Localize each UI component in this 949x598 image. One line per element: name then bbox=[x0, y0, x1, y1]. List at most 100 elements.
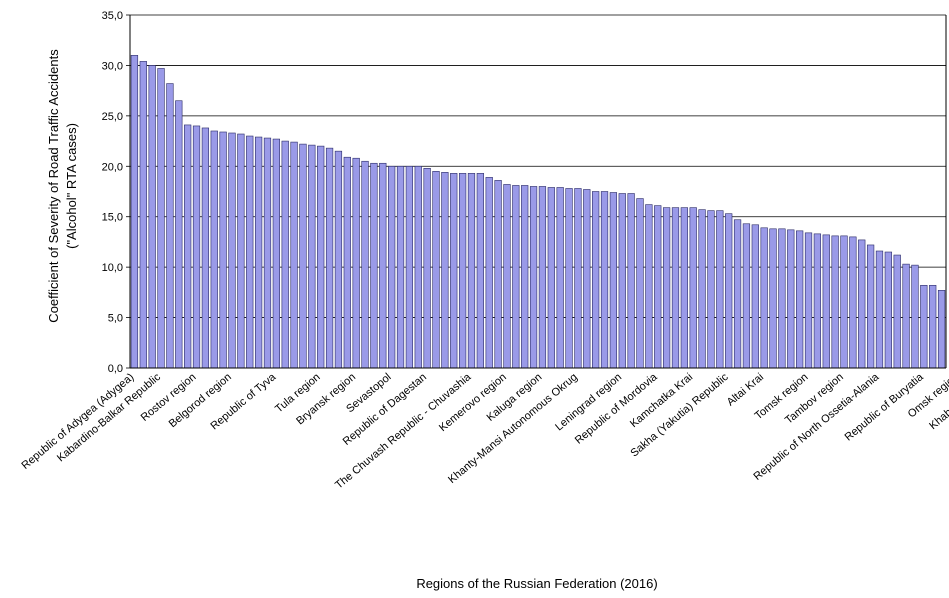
bar bbox=[698, 209, 706, 369]
bar bbox=[813, 233, 822, 369]
bar bbox=[317, 145, 325, 369]
x-category-label: Republic of Adygea (Adygea) bbox=[20, 371, 137, 472]
bar bbox=[148, 65, 156, 369]
bar bbox=[299, 143, 307, 369]
bar bbox=[751, 224, 759, 369]
bar bbox=[476, 173, 484, 369]
bar bbox=[627, 193, 635, 369]
bar bbox=[503, 184, 511, 369]
bar bbox=[645, 204, 653, 369]
bar bbox=[254, 136, 263, 369]
bar bbox=[485, 177, 493, 369]
bar bbox=[716, 210, 724, 369]
bar bbox=[246, 135, 254, 369]
bar bbox=[370, 162, 378, 369]
bar bbox=[849, 236, 857, 369]
bar bbox=[680, 207, 688, 369]
x-category-label: Altai Krai bbox=[725, 371, 766, 408]
bar bbox=[583, 189, 591, 369]
bar bbox=[565, 188, 573, 369]
x-axis-title: Regions of the Russian Federation (2016) bbox=[416, 576, 657, 591]
bar bbox=[689, 207, 697, 369]
bar bbox=[733, 219, 742, 369]
bars bbox=[130, 55, 946, 369]
bar bbox=[139, 61, 147, 369]
bar bbox=[512, 185, 520, 369]
bar bbox=[592, 191, 600, 369]
y-tick-label: 35,0 bbox=[102, 10, 123, 22]
y-tick-labels: 0,0 5,0 10,0 15,0 20,0 25,0 30,0 35,0 bbox=[102, 10, 130, 375]
bar bbox=[840, 235, 848, 369]
bar bbox=[458, 173, 467, 369]
bar bbox=[130, 55, 139, 369]
bar bbox=[822, 234, 830, 369]
bar bbox=[902, 263, 910, 369]
bar bbox=[893, 254, 901, 369]
bar bbox=[290, 141, 298, 369]
bar bbox=[911, 264, 919, 369]
bar bbox=[538, 186, 547, 369]
bar bbox=[769, 228, 777, 369]
bar bbox=[858, 239, 866, 369]
bar bbox=[157, 68, 165, 369]
x-category-labels: Republic of Adygea (Adygea)Kabardino-Bal… bbox=[20, 371, 949, 492]
bar bbox=[742, 223, 751, 369]
bar bbox=[210, 130, 218, 369]
bar bbox=[325, 147, 334, 369]
bar bbox=[778, 228, 786, 369]
bar bbox=[787, 229, 795, 369]
bar bbox=[308, 144, 316, 369]
bar bbox=[405, 165, 414, 369]
bar bbox=[796, 230, 804, 369]
bar bbox=[725, 213, 733, 369]
bar bbox=[388, 165, 396, 369]
bar bbox=[432, 171, 440, 369]
bar bbox=[334, 150, 343, 369]
bar bbox=[423, 168, 431, 369]
bar bbox=[547, 187, 555, 369]
bar bbox=[556, 187, 564, 369]
bar bbox=[574, 188, 582, 369]
bar bbox=[343, 156, 351, 369]
bar bbox=[237, 133, 245, 369]
bar bbox=[166, 83, 174, 369]
y-tick-label: 5,0 bbox=[108, 313, 123, 325]
bar bbox=[875, 250, 884, 369]
y-axis-subtitle: ("Alcohol" RTA cases) bbox=[64, 123, 79, 249]
y-tick-label: 10,0 bbox=[102, 262, 123, 274]
bar bbox=[937, 290, 946, 369]
bar bbox=[521, 185, 529, 369]
bar bbox=[831, 235, 839, 369]
bar bbox=[804, 232, 813, 369]
bar bbox=[929, 284, 937, 369]
bar bbox=[920, 284, 928, 369]
bar bbox=[654, 205, 662, 369]
bar bbox=[494, 180, 502, 369]
bar bbox=[263, 137, 272, 369]
y-tick-label: 15,0 bbox=[102, 212, 123, 224]
bar bbox=[450, 173, 458, 369]
y-axis-title: Coefficient of Severity of Road Traffic … bbox=[46, 49, 61, 323]
bar bbox=[201, 127, 210, 369]
bar bbox=[707, 210, 715, 369]
bar bbox=[636, 198, 644, 369]
y-tick-label: 30,0 bbox=[102, 60, 123, 72]
bar bbox=[884, 251, 892, 369]
bar bbox=[529, 186, 538, 369]
bar bbox=[760, 227, 768, 369]
bar bbox=[192, 125, 201, 369]
y-tick-label: 20,0 bbox=[102, 161, 123, 173]
bar bbox=[414, 165, 422, 369]
bar bbox=[671, 207, 680, 369]
bar bbox=[609, 192, 618, 369]
bar bbox=[618, 193, 626, 369]
bar bbox=[228, 132, 236, 369]
bar bbox=[662, 207, 671, 369]
bar bbox=[600, 191, 609, 369]
bar bbox=[467, 173, 476, 369]
axes bbox=[129, 15, 947, 369]
bar bbox=[184, 124, 192, 369]
bar bbox=[866, 244, 875, 369]
bar bbox=[272, 138, 280, 369]
